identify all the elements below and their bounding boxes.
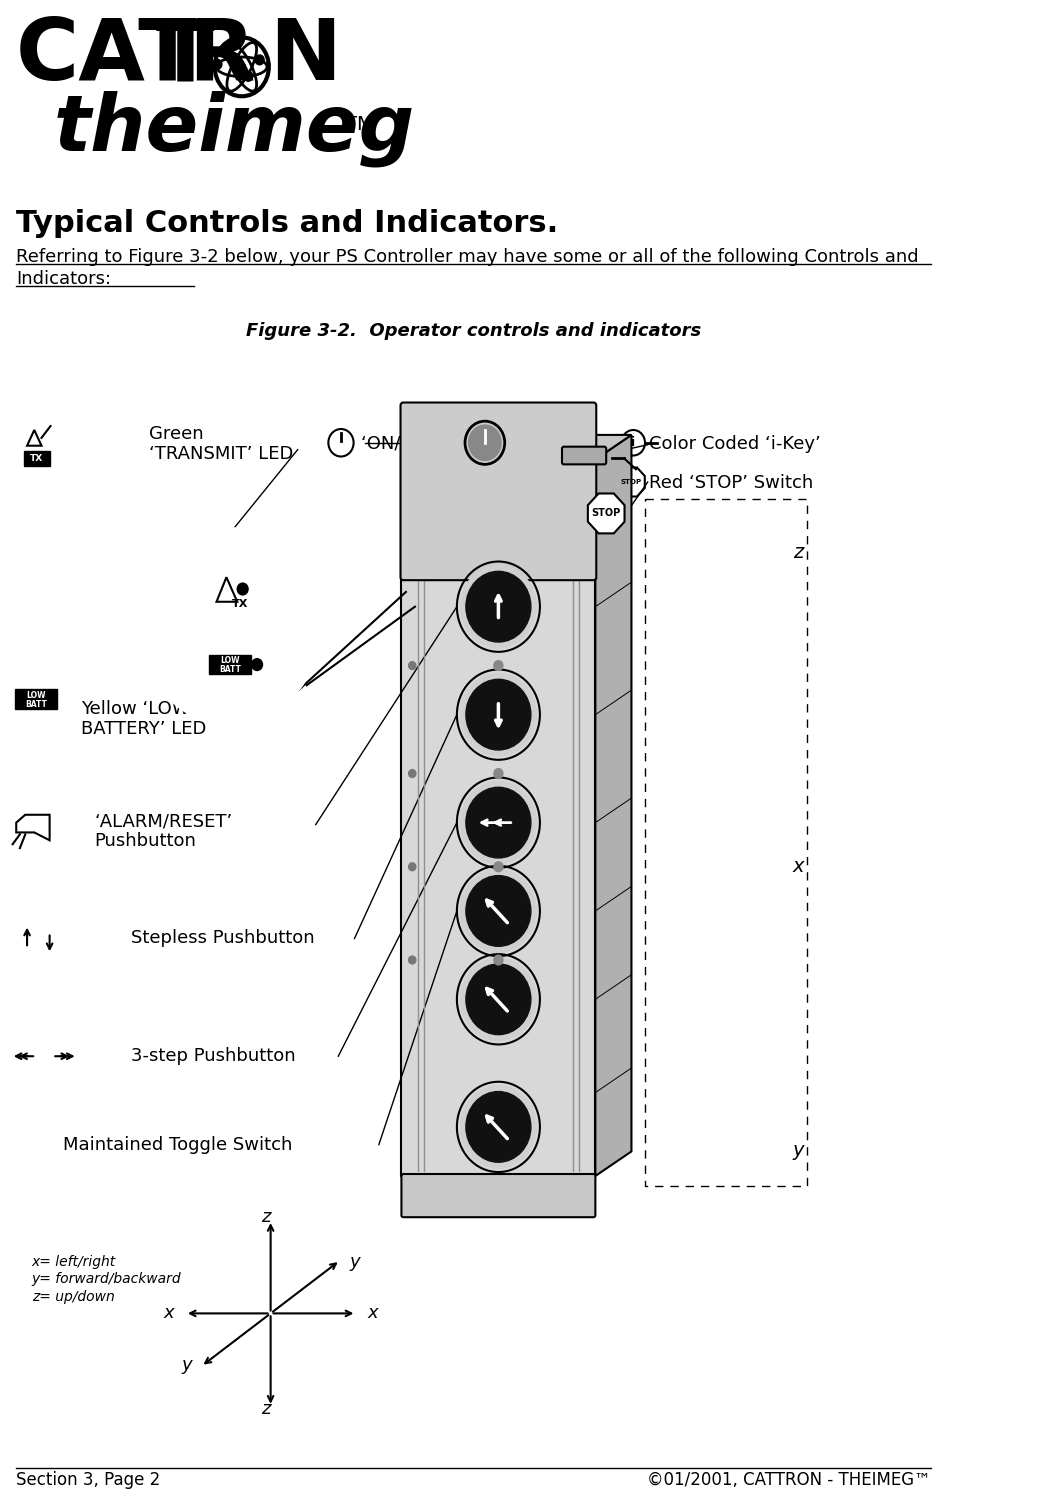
Text: 3-step Pushbutton: 3-step Pushbutton (131, 1047, 295, 1065)
Circle shape (244, 72, 253, 81)
Text: ‘ON/OFF’ Switch: ‘ON/OFF’ Switch (361, 435, 506, 453)
Text: z= up/down: z= up/down (32, 1289, 114, 1304)
Circle shape (494, 862, 503, 871)
Text: y= forward/backward: y= forward/backward (32, 1273, 182, 1286)
Circle shape (466, 875, 531, 946)
Text: Maintained Toggle Switch: Maintained Toggle Switch (63, 1135, 293, 1153)
Text: Typical Controls and Indicators.: Typical Controls and Indicators. (16, 209, 559, 238)
Text: STOP: STOP (621, 480, 642, 486)
Text: STOP: STOP (591, 508, 621, 518)
Text: N: N (269, 15, 341, 99)
Text: Stepless Pushbutton: Stepless Pushbutton (131, 929, 314, 947)
Circle shape (461, 565, 537, 648)
Circle shape (466, 680, 531, 750)
Circle shape (466, 571, 531, 642)
Text: Figure 3-2.  Operator controls and indicators: Figure 3-2. Operator controls and indica… (246, 323, 701, 341)
Circle shape (494, 660, 503, 671)
Circle shape (140, 529, 320, 725)
FancyBboxPatch shape (16, 689, 57, 708)
Polygon shape (595, 435, 631, 1176)
Text: y: y (182, 1357, 192, 1374)
Text: ‘ALARM/RESET’: ‘ALARM/RESET’ (94, 813, 233, 831)
Circle shape (252, 659, 262, 671)
Text: Referring to Figure 3-2 below, your PS Controller may have some or all of the fo: Referring to Figure 3-2 below, your PS C… (16, 248, 919, 266)
Circle shape (255, 55, 265, 64)
Circle shape (466, 964, 531, 1035)
Circle shape (238, 63, 246, 70)
FancyBboxPatch shape (400, 402, 596, 580)
Text: CAT: CAT (16, 15, 198, 99)
FancyBboxPatch shape (401, 1174, 595, 1218)
Text: Red ‘STOP’ Switch: Red ‘STOP’ Switch (650, 474, 814, 492)
Circle shape (408, 956, 416, 964)
Circle shape (461, 958, 537, 1040)
Text: Green: Green (149, 426, 204, 444)
Circle shape (466, 787, 531, 858)
Circle shape (408, 662, 416, 669)
Text: Pushbutton: Pushbutton (94, 832, 196, 850)
Circle shape (494, 955, 503, 965)
Text: TX: TX (30, 454, 44, 463)
Text: Yellow ‘LOW: Yellow ‘LOW (81, 699, 190, 719)
Text: R: R (188, 15, 254, 99)
Text: z: z (793, 542, 803, 562)
Text: TX: TX (232, 599, 248, 610)
Text: Indicators:: Indicators: (16, 270, 111, 288)
Circle shape (494, 768, 503, 778)
Text: BATTERY’ LED: BATTERY’ LED (81, 720, 207, 738)
Circle shape (461, 781, 537, 864)
Circle shape (461, 674, 537, 756)
Text: y: y (349, 1252, 360, 1270)
Text: theimeg: theimeg (55, 91, 416, 167)
Text: i: i (631, 436, 635, 450)
FancyBboxPatch shape (209, 654, 251, 674)
Text: y: y (793, 1141, 804, 1161)
Text: x: x (793, 856, 804, 875)
Text: Section 3, Page 2: Section 3, Page 2 (16, 1472, 161, 1490)
Text: Color Coded ‘i-Key’: Color Coded ‘i-Key’ (650, 435, 821, 453)
Text: ‘TRANSMIT’ LED: ‘TRANSMIT’ LED (149, 445, 293, 463)
Text: x: x (164, 1304, 174, 1322)
Circle shape (237, 583, 248, 595)
Bar (401, 460, 595, 1176)
FancyBboxPatch shape (562, 447, 606, 465)
Polygon shape (401, 435, 631, 460)
Circle shape (408, 769, 416, 777)
Circle shape (466, 1092, 531, 1162)
Text: x: x (368, 1304, 378, 1322)
Text: z: z (261, 1209, 271, 1227)
Text: z: z (261, 1400, 271, 1418)
Circle shape (213, 60, 222, 69)
Text: TM: TM (344, 115, 374, 133)
Text: LOW
BATT: LOW BATT (219, 656, 240, 674)
Circle shape (468, 426, 501, 460)
Circle shape (408, 864, 416, 871)
Text: ©01/2001, CATTRON - THEIMEG™: ©01/2001, CATTRON - THEIMEG™ (647, 1472, 931, 1490)
Text: LOW
BATT: LOW BATT (25, 690, 47, 710)
Circle shape (461, 870, 537, 952)
FancyBboxPatch shape (24, 451, 49, 466)
Circle shape (461, 1086, 537, 1168)
Text: x= left/right: x= left/right (32, 1255, 116, 1268)
Text: T: T (155, 15, 214, 99)
